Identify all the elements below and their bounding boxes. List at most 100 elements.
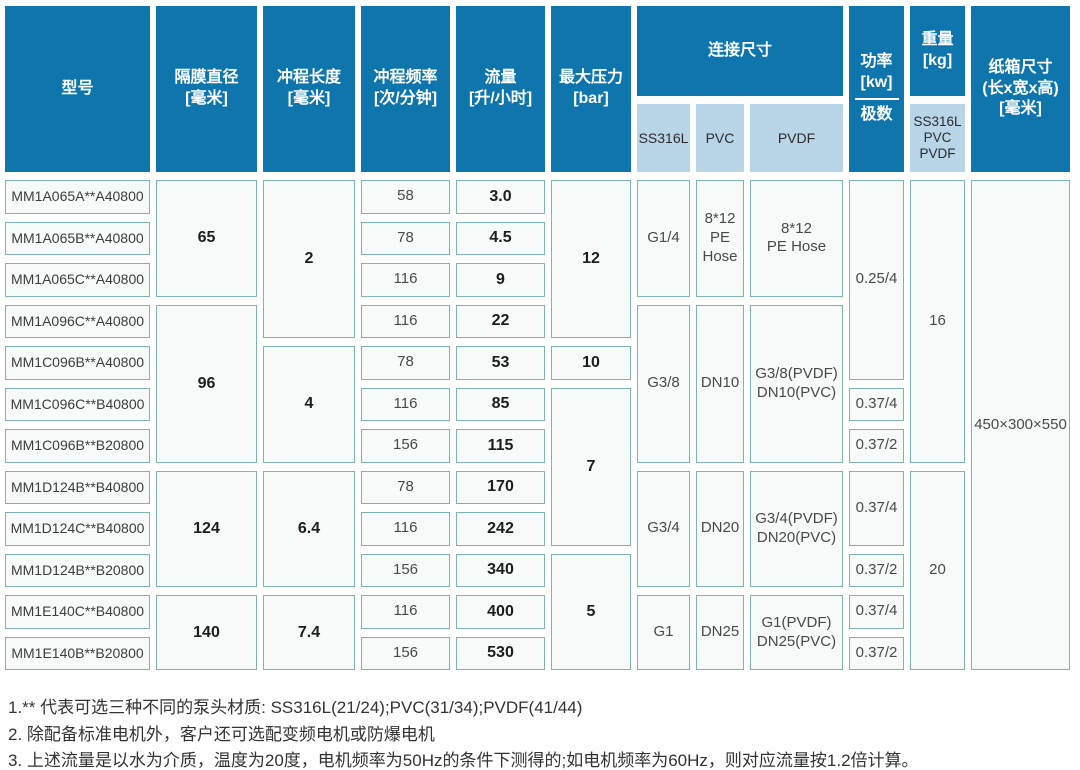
- col-header-max-pressure: 最大压力 [bar]: [551, 6, 631, 172]
- cell-frequency-10: 156: [361, 553, 450, 587]
- cell-model-11: MM1E140C**B40800: [5, 595, 150, 629]
- col-header-flow-label: 流量 [升/小时]: [468, 69, 533, 107]
- col-header-weight: 重量 [kg]: [910, 6, 965, 96]
- power-value: 0.37/2: [855, 643, 898, 661]
- col-header-power-label: 功率 [kw]: [860, 52, 893, 91]
- model-value: MM1A065B**A40800: [11, 229, 144, 246]
- cell-flow-3: 9: [456, 263, 545, 297]
- cell-power-4: 0.37/4: [849, 470, 904, 546]
- footnotes: 1.** 代表可选三种不同的泵头材质: SS316L(21/24);PVC(31…: [8, 696, 1074, 770]
- frequency-value: 58: [397, 187, 414, 205]
- cell-diaphragm-140: 140: [156, 595, 257, 670]
- cell-frequency-5: 78: [361, 346, 450, 380]
- cell-conn-pvc-hose: 8*12 PE Hose: [696, 180, 744, 297]
- power-value: 0.37/2: [855, 436, 898, 454]
- cell-flow-9: 242: [456, 512, 545, 546]
- cell-carton-size: 450×300×550: [971, 180, 1070, 670]
- pressure-value: 5: [586, 602, 596, 620]
- model-value: MM1D124B**B20800: [10, 561, 145, 578]
- flow-value: 115: [487, 436, 514, 454]
- cell-frequency-9: 116: [361, 512, 450, 546]
- col-header-model: 型号: [5, 6, 150, 172]
- frequency-value: 156: [392, 560, 419, 578]
- model-value: MM1D124C**B40800: [10, 520, 145, 536]
- cell-power-2: 0.37/4: [849, 387, 904, 421]
- footnote-2: 2. 除配备标准电机外，客户还可选配变频电机或防爆电机: [8, 724, 435, 744]
- power-divider-line: [854, 98, 899, 101]
- footnote-3: 3. 上述流量是以水为介质，温度为20度，电机频率为50Hz的条件下测得的;如电…: [8, 751, 919, 770]
- cell-stroke-7-4: 7.4: [263, 595, 355, 670]
- cell-pressure-5: 5: [551, 553, 631, 670]
- model-value: MM1A065C**A40800: [10, 271, 145, 287]
- frequency-value: 116: [393, 394, 418, 412]
- subheader-pvc: PVC: [696, 104, 744, 172]
- subheader-pvc-label: PVC: [705, 129, 735, 146]
- col-header-poles-label: 极数: [860, 106, 893, 124]
- flow-value: 530: [487, 644, 514, 662]
- cell-conn-pvc-dn25: DN25: [696, 595, 744, 670]
- stroke-value: 7.4: [297, 623, 321, 641]
- cell-diaphragm-96: 96: [156, 304, 257, 463]
- conn-ss316l-value: G1: [653, 623, 674, 641]
- subheader-weight-materials: SS316L PVC PVDF: [910, 104, 965, 172]
- power-value: 0.37/2: [855, 560, 898, 578]
- cell-frequency-6: 116: [361, 387, 450, 421]
- cell-flow-11: 400: [456, 595, 545, 629]
- subheader-pvdf-label: PVDF: [777, 129, 816, 146]
- subheader-ss316l-label: SS316L: [638, 129, 689, 146]
- cell-flow-4: 22: [456, 304, 545, 338]
- flow-value: 400: [487, 602, 514, 620]
- model-value: MM1A096C**A40800: [10, 312, 145, 329]
- cell-power-3: 0.37/2: [849, 429, 904, 463]
- cell-flow-5: 53: [456, 346, 545, 380]
- cell-conn-pvdf-dn10: G3/8(PVDF) DN10(PVC): [750, 304, 843, 463]
- frequency-value: 156: [392, 643, 419, 661]
- cell-weight-20: 20: [910, 470, 965, 670]
- model-value: MM1E140B**B20800: [11, 644, 144, 661]
- col-header-weight-label: 重量 [kg]: [921, 31, 954, 69]
- col-header-carton-label: 纸箱尺寸 (长x宽x高) [毫米]: [982, 58, 1059, 118]
- cell-diaphragm-65: 65: [156, 180, 257, 297]
- spec-table: 型号 隔膜直径 [毫米] 冲程长度 [毫米] 冲程频率 [次/分钟] 流量 [升…: [5, 6, 1070, 670]
- weight-value: 20: [929, 560, 946, 578]
- conn-pvc-value: 8*12 PE Hose: [702, 210, 738, 265]
- subheader-ss316l: SS316L: [637, 104, 690, 172]
- cell-power-5: 0.37/2: [849, 553, 904, 587]
- cell-conn-pvdf-hose: 8*12 PE Hose: [750, 180, 843, 297]
- cell-flow-7: 115: [456, 429, 545, 463]
- col-header-diaphragm: 隔膜直径 [毫米]: [156, 6, 257, 172]
- cell-conn-pvc-dn20: DN20: [696, 470, 744, 587]
- cell-model-7: MM1C096B**B20800: [5, 429, 150, 463]
- stroke-value: 6.4: [297, 519, 321, 537]
- frequency-value: 156: [392, 436, 419, 454]
- conn-pvc-value: DN20: [700, 519, 740, 537]
- conn-pvdf-value: G1(PVDF) DN25(PVC): [756, 613, 837, 650]
- cell-conn-ss316l-g1: G1: [637, 595, 690, 670]
- cell-flow-6: 85: [456, 387, 545, 421]
- cell-frequency-1: 58: [361, 180, 450, 214]
- cell-model-6: MM1C096C**B40800: [5, 387, 150, 421]
- conn-pvc-value: DN10: [700, 374, 740, 392]
- cell-model-12: MM1E140B**B20800: [5, 636, 150, 670]
- flow-value: 3.0: [489, 187, 512, 205]
- flow-value: 242: [487, 519, 514, 537]
- cell-flow-12: 530: [456, 636, 545, 670]
- diaphragm-value: 96: [197, 374, 216, 392]
- cell-flow-8: 170: [456, 470, 545, 504]
- cell-weight-16: 16: [910, 180, 965, 463]
- frequency-value: 116: [393, 270, 418, 288]
- diaphragm-value: 140: [193, 623, 220, 641]
- col-header-connection-label: 连接尺寸: [707, 41, 772, 59]
- cell-pressure-10: 10: [551, 346, 631, 380]
- flow-value: 85: [491, 395, 510, 413]
- conn-ss316l-value: G3/4: [647, 519, 680, 537]
- cell-diaphragm-124: 124: [156, 470, 257, 587]
- col-header-power: 功率 [kw] 极数: [849, 6, 904, 172]
- footnote-1: 1.** 代表可选三种不同的泵头材质: SS316L(21/24);PVC(31…: [8, 698, 583, 717]
- stroke-value: 2: [304, 250, 314, 267]
- frequency-value: 116: [393, 602, 418, 620]
- frequency-value: 78: [397, 228, 414, 246]
- flow-value: 9: [496, 270, 505, 288]
- cell-stroke-2: 2: [263, 180, 355, 338]
- model-value: MM1E140C**B40800: [10, 603, 145, 619]
